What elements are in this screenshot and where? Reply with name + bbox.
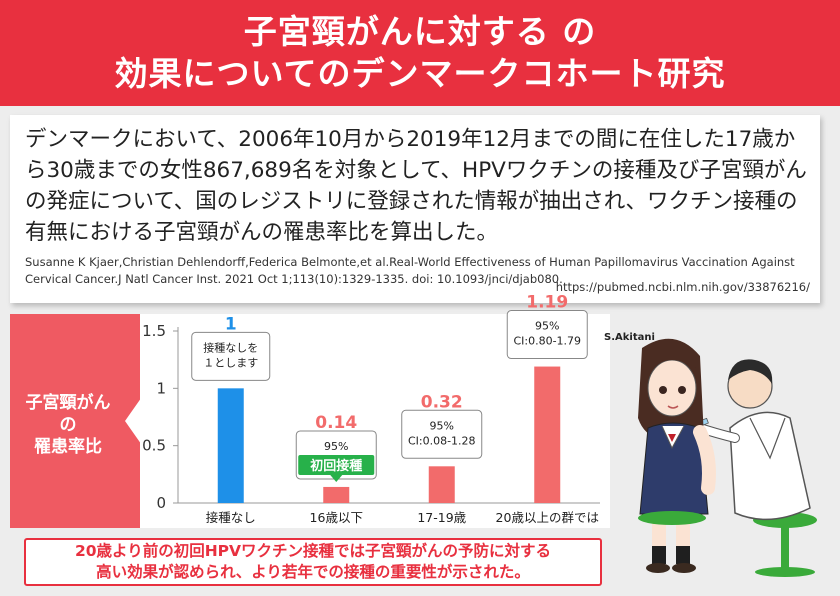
annotation-line: 95%	[324, 440, 348, 453]
ylabel-line1: 子宮頸がん	[25, 393, 111, 413]
x-tick-label: 接種なし	[206, 510, 256, 525]
annotation-line: 95%	[535, 320, 559, 333]
conclusion-line1: 20歳より前の初回HPVワクチン接種では子宮頸がんの予防に対する	[74, 542, 552, 560]
annotation-line: 95%	[430, 419, 454, 432]
callout-pointer	[330, 474, 343, 482]
vaccination-illustration	[638, 338, 817, 577]
y-tick-label: 0.5	[142, 437, 166, 455]
annotation-line: １とします	[203, 356, 258, 369]
annotation-box	[506, 310, 588, 360]
y-tick-label: 1.5	[142, 322, 166, 340]
annotation-line: 接種なしを	[203, 340, 258, 354]
ylabel-text: 子宮頸がん の 罹患率比	[20, 392, 116, 458]
annotation-line: CI:0.08-1.28	[408, 434, 476, 447]
citation-text: Susanne K Kjaer,Christian Dehlendorff,Fe…	[25, 255, 795, 286]
ylabel-line2: の	[59, 415, 77, 435]
ylabel-chevron	[10, 314, 140, 528]
bar	[428, 466, 455, 503]
page-title-line1: 子宮頸がんに対する の	[243, 12, 597, 51]
conclusion-line2: 高い効果が認められ、より若年での接種の重要性が示された。	[96, 563, 530, 581]
data-label: 1.19	[526, 293, 568, 313]
pubmed-url: https://pubmed.ncbi.nlm.nih.gov/33876216…	[555, 280, 810, 294]
callout-label: 初回接種	[310, 458, 362, 474]
conclusion-box: 20歳より前の初回HPVワクチン接種では子宮頸がんの予防に対する 高い効果が認め…	[24, 538, 602, 586]
annotation-box	[401, 409, 483, 459]
x-tick-label: 17-19歳	[417, 510, 466, 525]
x-tick-label: 20歳以上の群では	[496, 510, 599, 525]
annotation-line: CI:0.80-1.79	[513, 335, 581, 348]
artist-signature: S.Akitani	[604, 332, 655, 343]
annotation-box	[191, 331, 271, 381]
ylabel-line3: 罹患率比	[34, 437, 102, 457]
x-tick-label: 16歳以下	[310, 510, 363, 525]
callout-box	[298, 454, 375, 475]
y-tick-label: 0	[156, 494, 166, 512]
bar	[323, 486, 350, 503]
bar	[534, 366, 561, 503]
data-label: 0.32	[421, 392, 463, 412]
data-label: 1	[225, 314, 237, 334]
y-tick-label: 1	[156, 379, 166, 397]
study-summary-text: デンマークにおいて、2006年10月から2019年12月までの間に在住した17歳…	[25, 127, 807, 245]
bar	[217, 388, 244, 503]
page-title-line2: 効果についてのデンマークコホート研究	[114, 54, 726, 93]
header-banner: 子宮頸がんに対する の 効果についてのデンマークコホート研究	[0, 0, 840, 106]
data-label: 0.14	[315, 413, 357, 433]
study-summary-box: デンマークにおいて、2006年10月から2019年12月までの間に在住した17歳…	[10, 115, 820, 303]
